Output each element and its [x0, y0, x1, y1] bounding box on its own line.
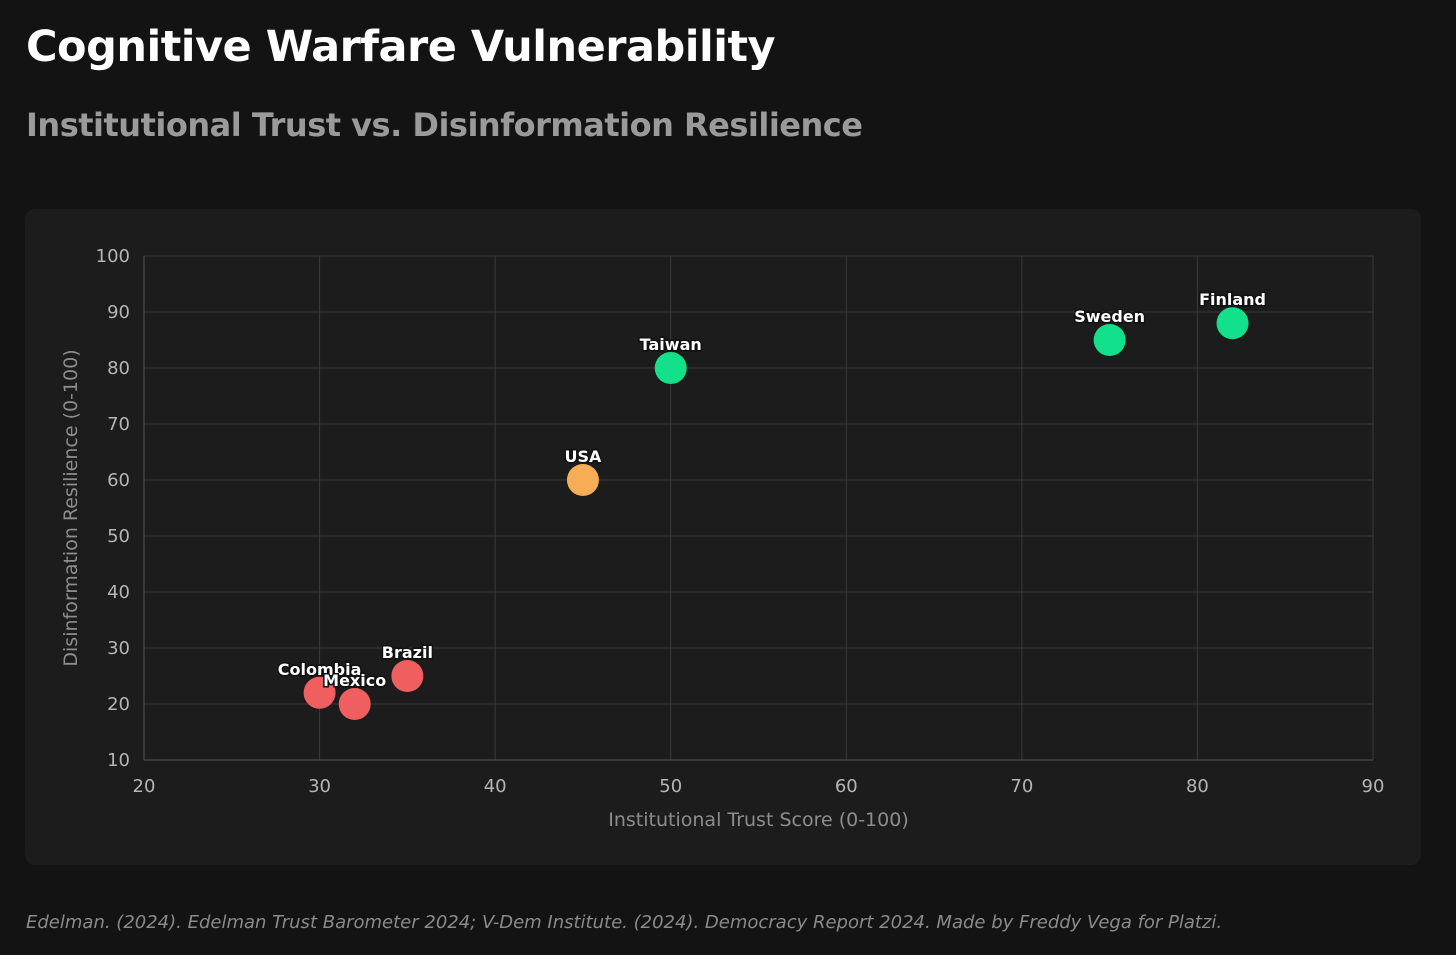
chart-card: 20 30 40 50 60 70 80 90 10 20 30 40 50 60 70 80 90 100 Ins… [25, 209, 1421, 865]
y-tick-label: 90 [107, 302, 130, 323]
y-tick-label: 10 [107, 750, 130, 771]
data-point-usa [566, 464, 599, 496]
y-tick-label: 40 [107, 582, 130, 603]
y-tick-label: 50 [107, 526, 130, 547]
data-point-sweden [1093, 324, 1126, 356]
x-tick-label: 80 [1186, 776, 1209, 797]
y-tick-label: 70 [107, 414, 130, 435]
x-axis-title: Institutional Trust Score (0-100) [608, 809, 908, 831]
data-label-sweden: Sweden [1074, 307, 1145, 326]
data-point-brazil [391, 660, 424, 692]
data-point-mexico [338, 688, 371, 720]
x-tick-label: 30 [308, 776, 331, 797]
data-label-taiwan: Taiwan [640, 335, 702, 354]
chart-title: Cognitive Warfare Vulnerability [26, 22, 776, 72]
data-label-usa: USA [564, 447, 602, 466]
y-tick-label: 20 [107, 694, 130, 715]
x-tick-label: 90 [1362, 776, 1385, 797]
data-label-mexico: Mexico [323, 671, 386, 690]
x-tick-label: 50 [659, 776, 682, 797]
x-tick-label: 20 [133, 776, 156, 797]
chart-subtitle: Institutional Trust vs. Disinformation R… [26, 106, 863, 144]
data-point-finland [1216, 307, 1249, 340]
data-label-brazil: Brazil [382, 643, 433, 662]
data-label-colombia: Colombia [278, 660, 362, 679]
data-point-colombia [303, 676, 336, 709]
y-axis-title: Disinformation Resilience (0-100) [60, 349, 82, 666]
y-tick-label: 30 [107, 638, 130, 659]
data-point-taiwan [654, 352, 687, 384]
x-tick-label: 70 [1010, 776, 1033, 797]
y-tick-label: 60 [107, 470, 130, 491]
source-note: Edelman. (2024). Edelman Trust Barometer… [26, 912, 1223, 933]
data-label-finland: Finland [1199, 290, 1266, 309]
scatter-plot: 20 30 40 50 60 70 80 90102030405060708090100Ins… [60, 246, 1385, 831]
y-tick-label: 80 [107, 358, 130, 379]
x-tick-label: 40 [484, 776, 507, 797]
x-tick-label: 60 [835, 776, 858, 797]
y-tick-label: 100 [96, 246, 130, 267]
